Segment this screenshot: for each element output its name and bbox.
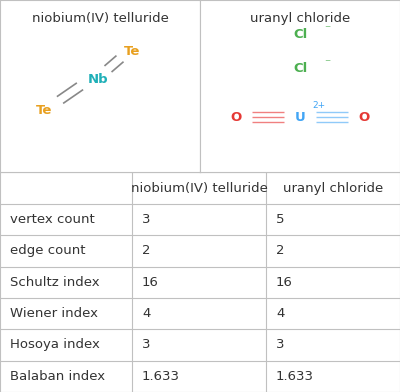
Text: Schultz index: Schultz index	[10, 276, 100, 289]
Text: 16: 16	[142, 276, 159, 289]
Text: niobium(IV) telluride: niobium(IV) telluride	[32, 12, 168, 25]
Text: 4: 4	[276, 307, 284, 320]
Text: Balaban index: Balaban index	[10, 370, 105, 383]
Text: uranyl chloride: uranyl chloride	[250, 12, 350, 25]
Text: 5: 5	[276, 213, 284, 226]
Text: 2: 2	[142, 244, 150, 258]
Text: 3: 3	[142, 213, 150, 226]
Text: Te: Te	[36, 104, 52, 117]
Text: Hosoya index: Hosoya index	[10, 338, 100, 352]
Text: 4: 4	[142, 307, 150, 320]
Text: uranyl chloride: uranyl chloride	[283, 181, 383, 195]
Text: ⁻: ⁻	[324, 57, 330, 70]
Text: Nb: Nb	[88, 73, 109, 86]
Text: niobium(IV) telluride: niobium(IV) telluride	[130, 181, 268, 195]
Text: Te: Te	[124, 45, 140, 58]
Text: O: O	[358, 111, 370, 124]
Text: 2: 2	[276, 244, 284, 258]
Text: Cl: Cl	[293, 28, 307, 41]
Text: ⁻: ⁻	[324, 23, 330, 36]
Text: vertex count: vertex count	[10, 213, 95, 226]
Text: 1.633: 1.633	[142, 370, 180, 383]
Text: 16: 16	[276, 276, 293, 289]
Text: 1.633: 1.633	[276, 370, 314, 383]
Text: Cl: Cl	[293, 62, 307, 76]
Text: O: O	[230, 111, 242, 124]
Text: 3: 3	[142, 338, 150, 352]
Text: 3: 3	[276, 338, 284, 352]
Text: U: U	[295, 111, 305, 124]
Text: 2+: 2+	[312, 101, 325, 110]
Text: Wiener index: Wiener index	[10, 307, 98, 320]
Text: edge count: edge count	[10, 244, 86, 258]
